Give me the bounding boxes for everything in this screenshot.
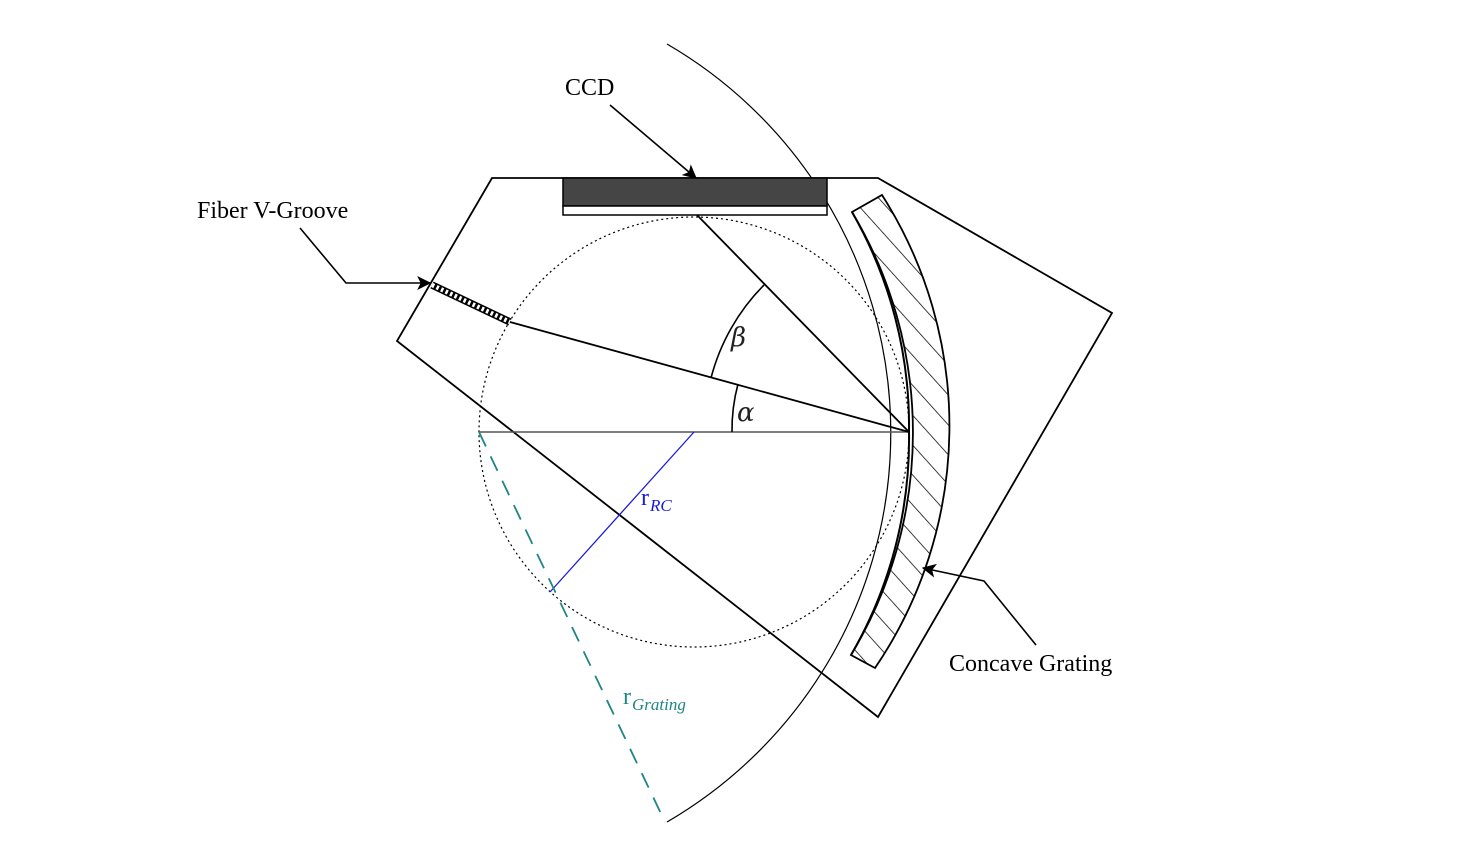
r-rc-line — [549, 431, 695, 593]
concave-grating — [849, 193, 951, 670]
r-grating-label: rGrating — [623, 684, 686, 714]
grating-callout-arrow — [921, 563, 1037, 646]
fiber-v-groove — [430, 281, 512, 326]
spectrometer-housing — [395, 177, 1114, 719]
ccd-callout-arrow — [609, 104, 697, 179]
beta-label: β — [730, 323, 746, 353]
ccd-window — [562, 205, 828, 216]
r-rc-label: rRC — [641, 485, 672, 515]
beta-arc — [710, 284, 765, 379]
diffracted-ray — [696, 214, 910, 433]
incident-ray — [509, 321, 910, 433]
concave-grating-label: Concave Grating — [949, 651, 1112, 677]
ccd-sensor — [562, 177, 828, 207]
alpha-arc — [731, 383, 739, 433]
fiber-v-groove-label: Fiber V-Groove — [197, 198, 348, 224]
fiber-callout-arrow — [299, 227, 432, 290]
alpha-label: α — [737, 398, 755, 428]
grating-radius-arc — [666, 43, 892, 823]
ccd-label: CCD — [565, 75, 614, 101]
r-grating-line — [478, 431, 666, 823]
